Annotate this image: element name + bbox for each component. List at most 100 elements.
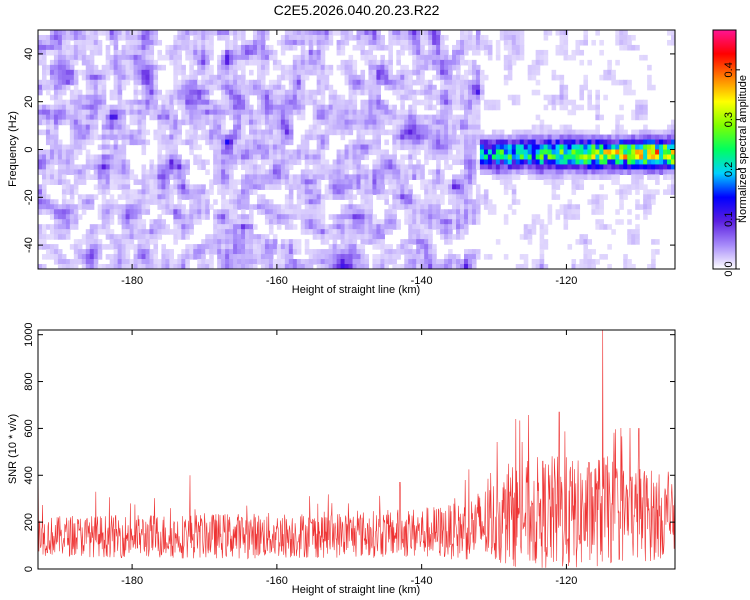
heatmap-cell <box>460 139 465 146</box>
heatmap-cell <box>531 74 537 81</box>
heatmap-cell <box>635 154 640 161</box>
heatmap-cell <box>193 34 198 41</box>
heatmap-cell <box>288 104 294 111</box>
heatmap-cell <box>209 144 214 151</box>
heatmap-cell <box>101 214 107 220</box>
heatmap-cell <box>201 129 206 136</box>
heatmap-cell <box>404 144 409 151</box>
heatmap-cell <box>392 199 397 205</box>
heatmap-cell <box>583 174 589 180</box>
heatmap-cell <box>463 104 469 111</box>
heatmap-cell <box>105 129 111 136</box>
heatmap-cell <box>81 124 87 131</box>
heatmap-cell <box>272 174 278 180</box>
heatmap-cell <box>53 259 59 265</box>
heatmap-cell <box>268 119 274 126</box>
heatmap-cell <box>129 129 135 136</box>
heatmap-cell <box>467 139 473 146</box>
heatmap-cell <box>651 144 656 151</box>
heatmap-cell <box>137 64 143 71</box>
heatmap-cell <box>332 194 338 200</box>
heatmap-cell <box>428 244 433 250</box>
heatmap-cell <box>117 64 123 71</box>
heatmap-cell <box>448 249 453 255</box>
heatmap-cell <box>237 239 242 245</box>
heatmap-cell <box>400 84 405 91</box>
heatmap-cell <box>312 34 318 41</box>
heatmap-cell <box>408 109 413 116</box>
heatmap-cell <box>57 164 63 171</box>
heatmap-cell <box>356 214 362 220</box>
heatmap-cell <box>507 94 513 101</box>
heatmap-cell <box>396 114 401 121</box>
heatmap-cell <box>113 249 119 255</box>
heatmap-cell <box>511 54 517 61</box>
heatmap-cell <box>519 164 525 171</box>
heatmap-cell <box>45 39 51 46</box>
heatmap-cell <box>575 209 581 215</box>
heatmap-cell <box>276 169 282 175</box>
heatmap-cell <box>61 49 67 56</box>
heatmap-cell <box>73 89 79 96</box>
heatmap-cell <box>284 239 290 245</box>
heatmap-cell <box>376 169 381 175</box>
heatmap-cell <box>615 30 620 36</box>
heatmap-cell <box>256 134 262 141</box>
heatmap-cell <box>245 99 250 106</box>
heatmap-cell <box>340 124 346 131</box>
heatmap-cell <box>308 154 314 161</box>
heatmap-cell <box>428 199 433 205</box>
heatmap-cell <box>587 164 592 171</box>
heatmap-cell <box>623 194 628 200</box>
heatmap-cell <box>225 164 230 171</box>
heatmap-cell <box>456 214 461 220</box>
heatmap-cell <box>77 199 83 205</box>
heatmap-cell <box>77 89 83 96</box>
heatmap-cell <box>555 94 561 101</box>
heatmap-cell <box>209 39 214 46</box>
heatmap-cell <box>531 64 537 71</box>
heatmap-cell <box>432 254 437 260</box>
heatmap-cell <box>77 139 83 146</box>
heatmap-cell <box>324 34 330 41</box>
heatmap-cell <box>105 224 111 230</box>
heatmap-cell <box>69 154 75 161</box>
heatmap-cell <box>607 169 612 175</box>
heatmap-cell <box>360 124 366 131</box>
heatmap-cell <box>292 109 298 116</box>
heatmap-cell <box>105 49 111 56</box>
heatmap-cell <box>571 109 577 116</box>
heatmap-cell <box>440 54 445 61</box>
heatmap-cell <box>483 199 489 205</box>
heatmap-cell <box>563 224 569 230</box>
heatmap-cell <box>217 129 222 136</box>
heatmap-cell <box>53 224 59 230</box>
heatmap-cell <box>440 124 445 131</box>
heatmap-cell <box>320 154 326 161</box>
heatmap-cell <box>300 64 306 71</box>
heatmap-cell <box>595 144 600 151</box>
heatmap-cell <box>467 94 473 101</box>
heatmap-cell <box>312 129 318 136</box>
heatmap-cell <box>165 104 170 111</box>
heatmap-cell <box>145 199 151 205</box>
heatmap-cell <box>511 144 517 151</box>
heatmap-cell <box>109 244 115 250</box>
heatmap-cell <box>340 224 346 230</box>
heatmap-cell <box>245 104 250 111</box>
heatmap-cell <box>113 179 119 185</box>
heatmap-cell <box>53 214 59 220</box>
heatmap-cell <box>619 219 624 225</box>
heatmap-cell <box>93 159 99 166</box>
heatmap-cell <box>328 34 334 41</box>
heatmap-cell <box>300 209 306 215</box>
heatmap-cell <box>412 30 417 36</box>
heatmap-cell <box>53 144 59 151</box>
heatmap-cell <box>169 89 174 96</box>
heatmap-cell <box>563 94 569 101</box>
heatmap-cell <box>603 139 608 146</box>
heatmap-cell <box>97 214 103 220</box>
heatmap-cell <box>623 149 628 156</box>
heatmap-cell <box>364 89 370 96</box>
heatmap-cell <box>65 189 71 195</box>
